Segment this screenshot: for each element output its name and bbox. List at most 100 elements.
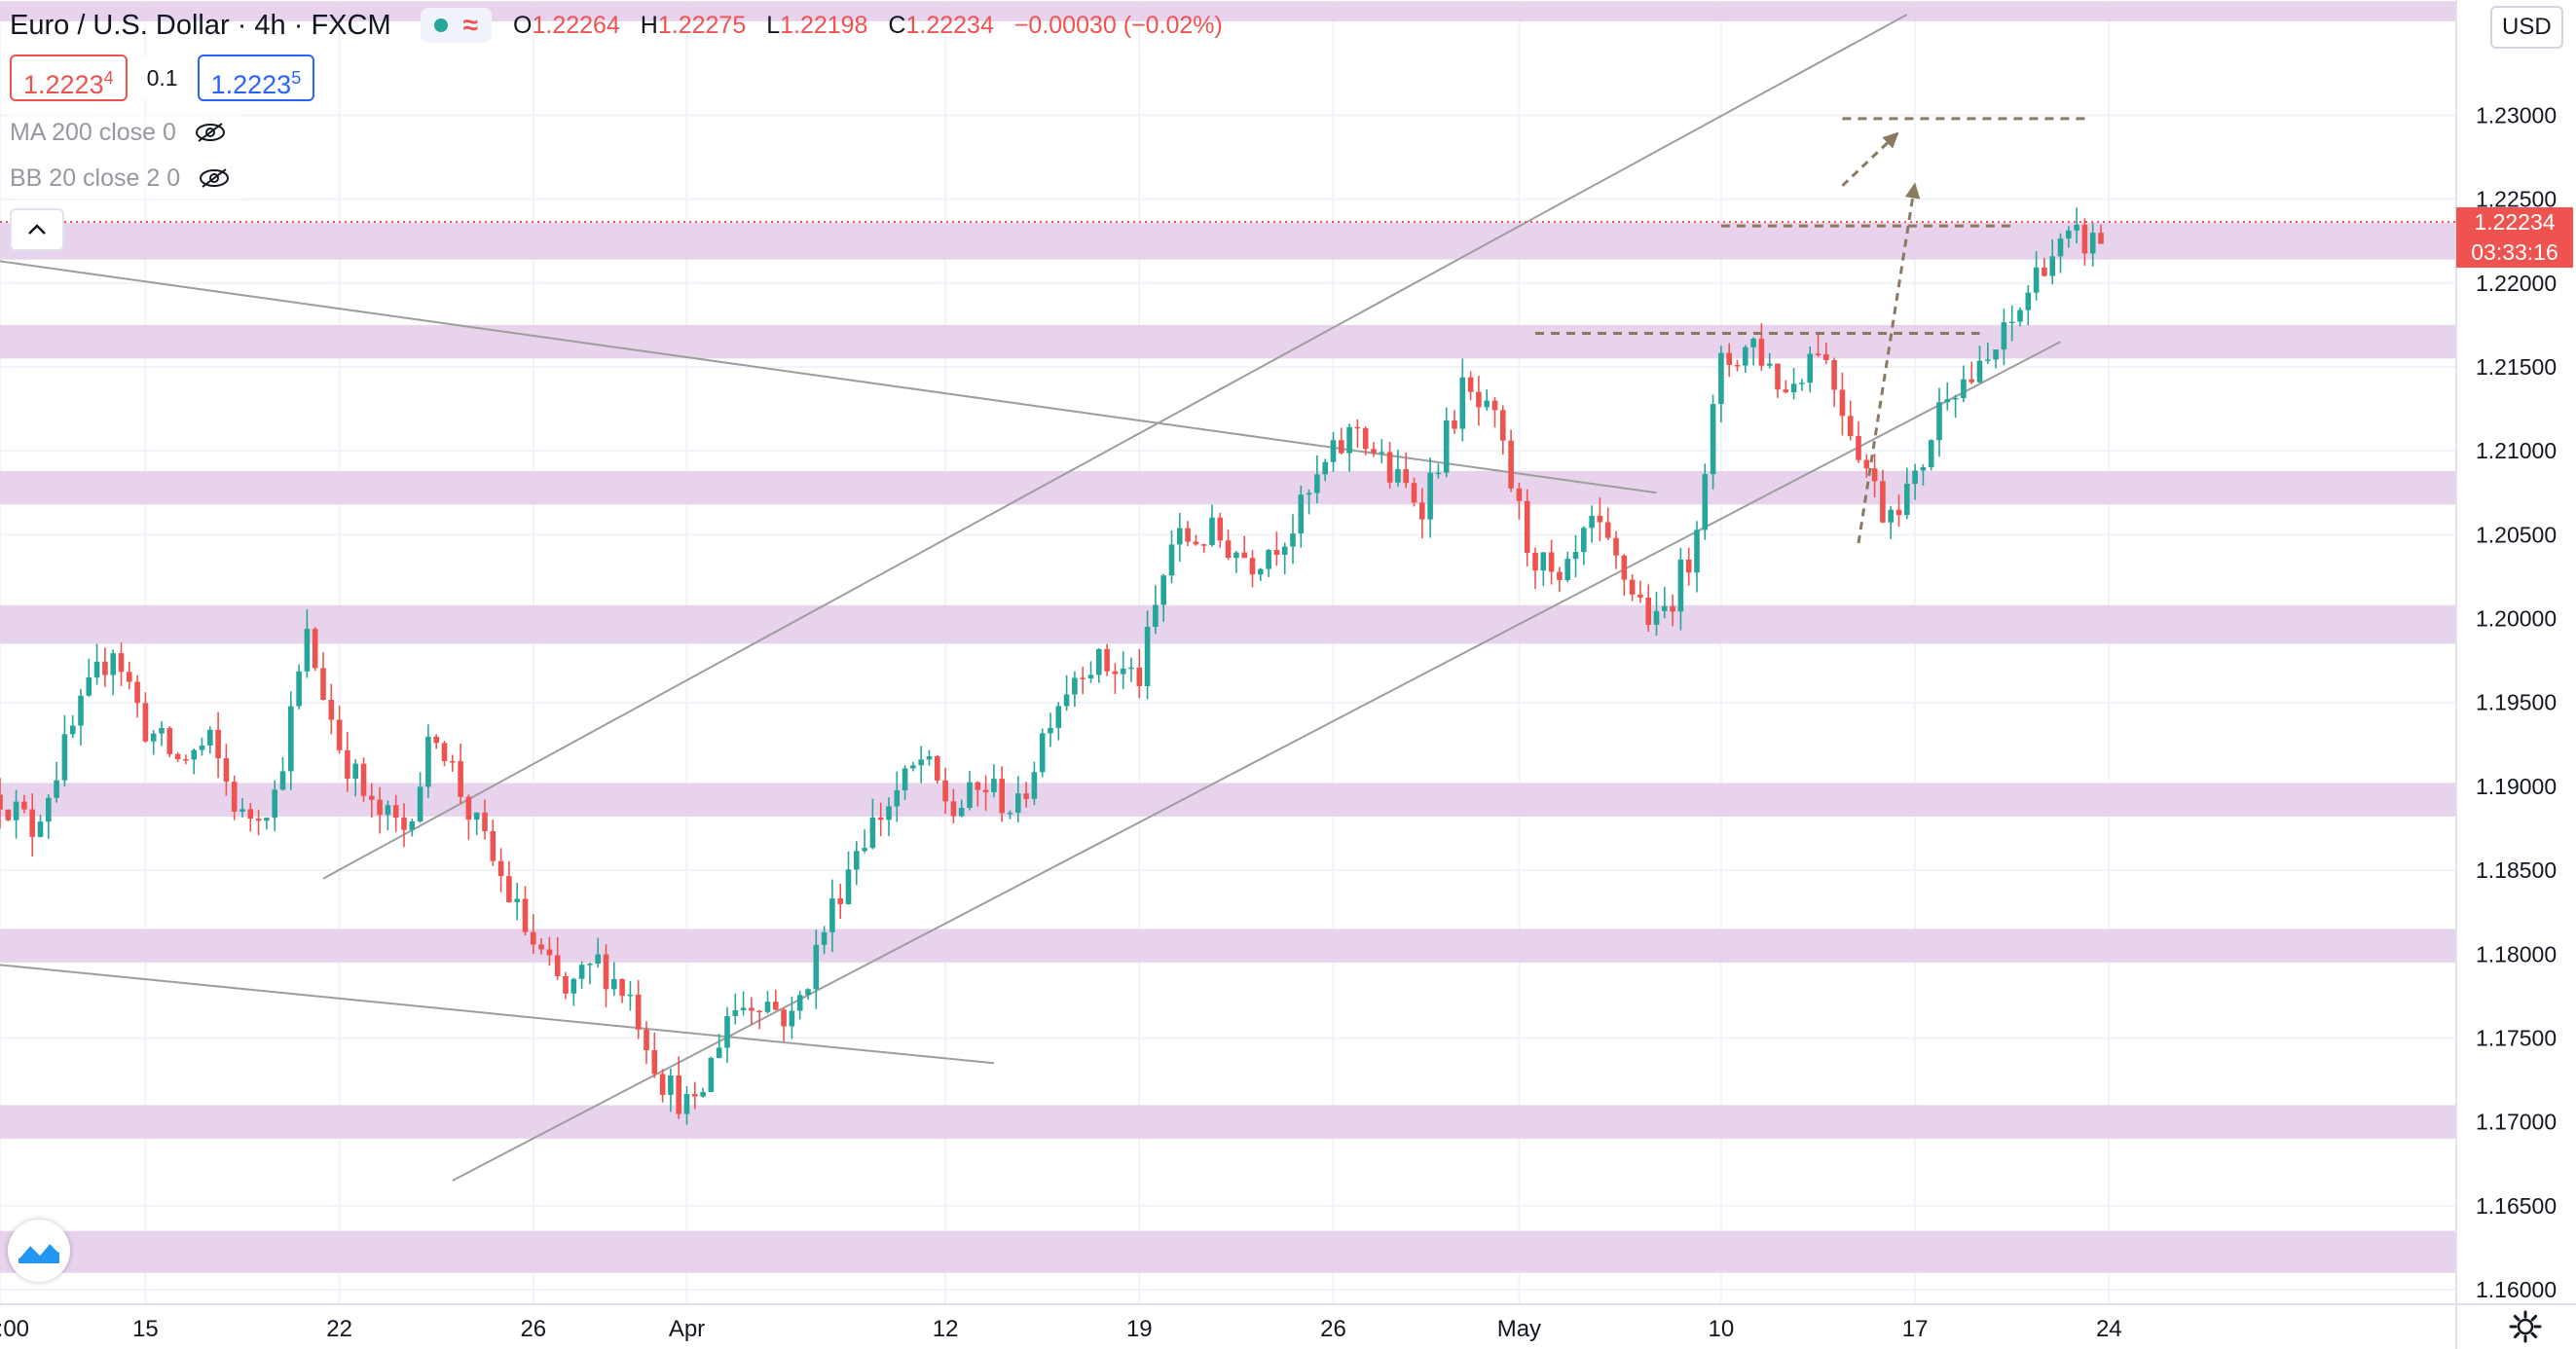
- interval[interactable]: 4h: [254, 9, 286, 41]
- tradingview-logo-icon: [17, 1239, 61, 1263]
- gear-icon[interactable]: [2508, 1309, 2543, 1344]
- indicator-label: BB 20 close 2 0: [10, 164, 181, 192]
- open-value: 1.22264: [532, 11, 620, 39]
- price-axis[interactable]: 1.230001.225001.220001.215001.210001.205…: [2476, 102, 2557, 1302]
- candle-body: [142, 703, 149, 742]
- candle-body: [1096, 648, 1102, 675]
- candle-body: [1258, 568, 1264, 575]
- eye-off-icon[interactable]: [198, 167, 231, 189]
- y-tick-label: 1.19000: [2476, 774, 2557, 799]
- candle-body: [1379, 452, 1385, 454]
- candle-body: [595, 954, 601, 965]
- zone-band: [0, 222, 2456, 260]
- candle-body: [1298, 494, 1305, 534]
- candle-body: [1775, 363, 1781, 390]
- candle-body: [78, 695, 84, 726]
- candle-body: [692, 1094, 698, 1097]
- candle-body: [255, 819, 262, 821]
- candle-body: [409, 820, 416, 830]
- indicator-bb[interactable]: BB 20 close 2 0: [10, 158, 245, 199]
- candle-body: [1685, 559, 1692, 573]
- candle-body: [1856, 436, 1861, 460]
- candle-body: [1153, 604, 1159, 627]
- indicator-label: MA 200 close 0: [10, 118, 176, 146]
- candle-body: [732, 1009, 739, 1016]
- symbol-title[interactable]: Euro / U.S. Dollar · 4h · FXCM: [10, 9, 391, 41]
- candle-body: [1604, 522, 1611, 538]
- candle-body: [935, 756, 940, 781]
- candle-body: [93, 661, 100, 678]
- candle-body: [1597, 515, 1603, 523]
- candle-body: [1055, 706, 1062, 728]
- candle-body: [1314, 474, 1320, 493]
- indicator-ma[interactable]: MA 200 close 0: [10, 112, 240, 153]
- y-tick-label: 1.16500: [2476, 1193, 2557, 1219]
- candle-body: [1831, 360, 1837, 390]
- candle-body: [1734, 364, 1741, 367]
- candle-body: [473, 812, 480, 820]
- candle-body: [1920, 467, 1927, 471]
- candle-body: [1427, 472, 1433, 520]
- candle-body: [837, 898, 843, 904]
- candle-body: [1895, 509, 1902, 516]
- candle-body: [110, 653, 116, 675]
- candle-body: [1185, 528, 1191, 542]
- market-status[interactable]: ≈: [420, 8, 493, 43]
- trendline: [322, 14, 1908, 880]
- candle-body: [199, 745, 205, 750]
- candle-body: [1476, 391, 1482, 408]
- candle-body: [37, 821, 44, 837]
- candle-body: [2033, 267, 2040, 293]
- eye-off-icon[interactable]: [194, 122, 227, 143]
- candle-body: [150, 733, 157, 742]
- zone-band: [0, 1, 2456, 21]
- buy-price-button[interactable]: 1.22235: [197, 55, 315, 101]
- candle-body: [417, 786, 423, 821]
- candle-body: [134, 681, 140, 704]
- candle-body: [458, 761, 463, 797]
- candle-body: [482, 812, 488, 831]
- candle-body: [304, 629, 311, 672]
- candle-body: [700, 1091, 706, 1097]
- candle-body: [2074, 224, 2079, 231]
- candle-body: [676, 1076, 681, 1114]
- candle-body: [975, 782, 981, 790]
- time-axis[interactable]: 00:00 15 22 26 Apr 12 19 26 May 10 17 24: [0, 1316, 2122, 1342]
- x-tick-label: 26: [1320, 1316, 1346, 1342]
- candle-body: [603, 954, 609, 990]
- candle-body: [2057, 238, 2064, 257]
- candle-body: [5, 809, 12, 820]
- candle-body: [2025, 292, 2032, 310]
- candle-body: [392, 805, 399, 819]
- candle-body: [288, 706, 294, 772]
- currency-button[interactable]: USD: [2490, 6, 2563, 49]
- candle-body: [651, 1050, 658, 1075]
- x-tick-label: May: [1497, 1316, 1541, 1342]
- candle-body: [21, 801, 27, 810]
- collapse-legend-button[interactable]: [10, 208, 64, 251]
- candle-body: [272, 789, 277, 819]
- sell-price-button[interactable]: 1.22234: [10, 55, 128, 101]
- candle-body: [1677, 559, 1684, 612]
- candle-body: [497, 860, 504, 877]
- candle-body: [1491, 400, 1498, 411]
- candle-body: [611, 978, 617, 990]
- chart-header: Euro / U.S. Dollar · 4h · FXCM ≈ O1.2226…: [10, 4, 1236, 47]
- candle-body: [279, 771, 286, 790]
- candle-body: [1564, 559, 1570, 581]
- candle-body: [1484, 400, 1490, 408]
- candle-body: [1048, 727, 1053, 734]
- high-value: 1.22275: [657, 11, 747, 39]
- candle-body: [159, 728, 165, 734]
- tradingview-logo[interactable]: [8, 1220, 70, 1282]
- candle-body: [522, 898, 529, 932]
- candle-body: [1758, 338, 1765, 366]
- candle-body: [465, 796, 472, 820]
- candle-body: [716, 1047, 722, 1058]
- candle-body: [1976, 360, 1983, 383]
- candle-body: [1629, 579, 1636, 595]
- candle-body: [1743, 346, 1748, 366]
- candle-body: [1969, 379, 1974, 383]
- candle-body: [2081, 224, 2088, 254]
